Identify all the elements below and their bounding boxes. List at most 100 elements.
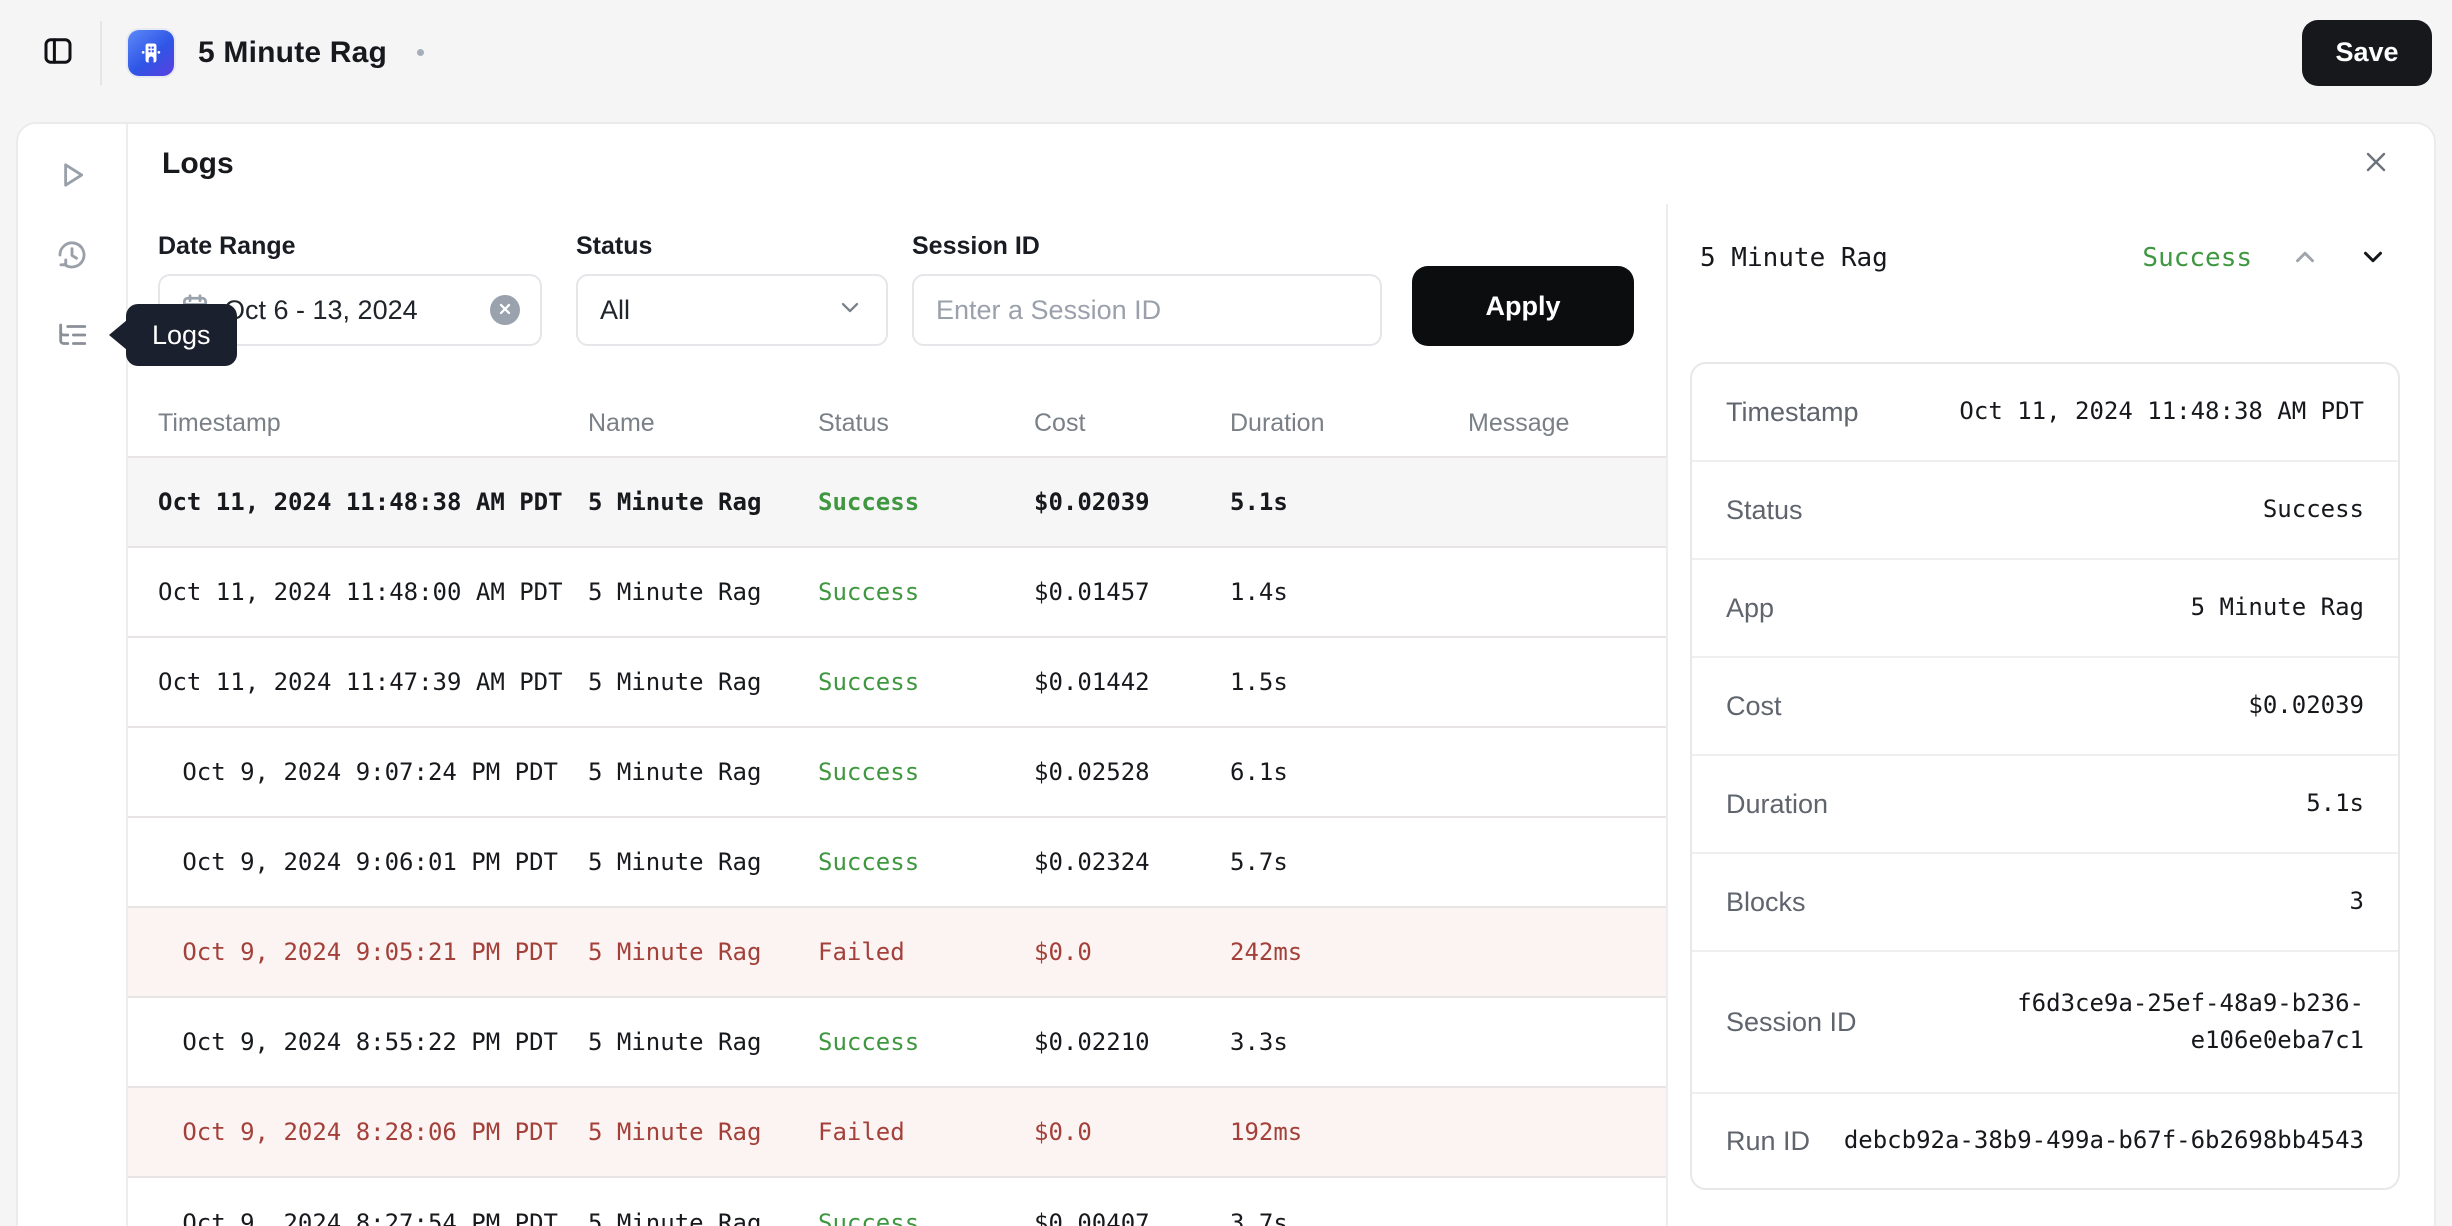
cell-cost: $0.01457 [1034,578,1150,606]
detail-row-cost: Cost $0.02039 [1692,658,2398,756]
cell-status: Success [818,848,920,876]
date-range-label: Date Range [158,232,296,260]
cell-cost: $0.01442 [1034,668,1150,696]
cell-cost: $0.00407 [1034,1209,1150,1226]
close-logs-button[interactable] [2360,146,2392,181]
detail-row-blocks: Blocks 3 [1692,854,2398,952]
topbar: 5 Minute Rag Save [0,0,2452,105]
chevron-up-icon [2290,242,2320,275]
cell-timestamp: Oct 9, 2024 9:07:24 PM PDT [182,758,558,786]
cell-duration: 5.1s [1230,488,1288,516]
cell-name: 5 Minute Rag [588,938,762,966]
table-row[interactable]: Oct 9, 2024 8:27:54 PM PDT 5 Minute Rag … [128,1178,1666,1226]
cell-duration: 3.3s [1230,1028,1288,1056]
cell-duration: 3.7s [1230,1209,1288,1226]
logs-list-pane: Date Range Oct 6 - 13, 2024 [128,204,1668,1226]
cell-timestamp: Oct 11, 2024 11:47:39 AM PDT [158,668,563,696]
cell-name: 5 Minute Rag [588,848,762,876]
table-row[interactable]: Oct 9, 2024 9:06:01 PM PDT 5 Minute Rag … [128,818,1666,908]
detail-value: f6d3ce9a-25ef-48a9-b236- e106e0eba7c1 [2017,988,2364,1054]
rail-history-button[interactable] [50,234,94,278]
cell-name: 5 Minute Rag [588,758,762,786]
detail-row-timestamp: Timestamp Oct 11, 2024 11:48:38 AM PDT [1692,364,2398,462]
cell-timestamp: Oct 11, 2024 11:48:00 AM PDT [158,578,563,606]
cell-cost: $0.02528 [1034,758,1150,786]
clear-date-button[interactable] [490,295,520,325]
status-selected-value: All [600,294,631,325]
status-select[interactable]: All [576,274,888,346]
cell-name: 5 Minute Rag [588,1028,762,1056]
cell-cost: $0.0 [1034,1118,1092,1146]
cell-cost: $0.02324 [1034,848,1150,876]
cell-timestamp: Oct 9, 2024 8:27:54 PM PDT [182,1209,558,1226]
table-row[interactable]: Oct 9, 2024 9:07:24 PM PDT 5 Minute Rag … [128,728,1666,818]
col-header-duration: Duration [1230,408,1325,437]
detail-value: Success [2262,495,2364,524]
cell-duration: 5.7s [1230,848,1288,876]
logs-panel-header: Logs [128,124,2434,204]
col-header-cost: Cost [1034,408,1086,437]
cell-status: Success [818,578,920,606]
clear-x-icon [497,301,513,320]
run-status-badge: Success [2142,243,2252,273]
status-filter: Status All [576,232,912,346]
previous-run-button[interactable] [2290,242,2320,275]
app-logo-icon [128,29,174,76]
table-row[interactable]: Oct 11, 2024 11:48:00 AM PDT 5 Minute Ra… [128,548,1666,638]
cell-name: 5 Minute Rag [588,488,762,516]
detail-row-duration: Duration 5.1s [1692,756,2398,854]
ellipsis-icon [417,49,425,56]
status-label: Status [576,232,653,260]
cell-status: Success [818,758,920,786]
cell-duration: 192ms [1230,1118,1303,1146]
table-row[interactable]: Oct 9, 2024 8:28:06 PM PDT 5 Minute Rag … [128,1088,1666,1178]
sidebar-toggle-button[interactable] [40,33,76,72]
detail-label: Timestamp [1726,396,1859,427]
rail-run-button[interactable] [50,154,94,198]
detail-row-app: App 5 Minute Rag [1692,560,2398,658]
cell-timestamp: Oct 9, 2024 9:05:21 PM PDT [182,938,558,966]
detail-value: 3 [2349,887,2364,916]
run-detail-header: 5 Minute Rag Success [1668,230,2434,286]
more-options-button[interactable] [417,49,425,56]
logs-tree-icon [55,318,89,355]
table-body: Oct 11, 2024 11:48:38 AM PDT 5 Minute Ra… [128,458,1666,1226]
history-icon [55,238,89,275]
cell-cost: $0.0 [1034,938,1092,966]
filters-bar: Date Range Oct 6 - 13, 2024 [128,204,1666,346]
cell-timestamp: Oct 9, 2024 8:28:06 PM PDT [182,1118,558,1146]
tooltip-arrow-icon [109,320,127,350]
cell-duration: 242ms [1230,938,1303,966]
next-run-button[interactable] [2358,242,2388,275]
table-row[interactable]: Oct 9, 2024 9:05:21 PM PDT 5 Minute Rag … [128,908,1666,998]
cell-cost: $0.02039 [1034,488,1150,516]
detail-label: Duration [1726,788,1829,819]
cell-name: 5 Minute Rag [588,668,762,696]
col-header-message: Message [1468,408,1570,437]
detail-value: Oct 11, 2024 11:48:38 AM PDT [1959,397,2364,426]
table-header: Timestamp Name Status Cost Duration Mess… [128,390,1666,458]
cell-timestamp: Oct 9, 2024 9:06:01 PM PDT [182,848,558,876]
cell-name: 5 Minute Rag [588,1118,762,1146]
table-row[interactable]: Oct 9, 2024 8:55:22 PM PDT 5 Minute Rag … [128,998,1666,1088]
detail-row-session-id: Session ID f6d3ce9a-25ef-48a9-b236- e106… [1692,952,2398,1094]
cell-status: Success [818,1028,920,1056]
detail-label: Session ID [1726,1006,1857,1037]
cell-name: 5 Minute Rag [588,1209,762,1226]
close-icon [2360,146,2392,181]
session-id-input[interactable] [936,294,1358,326]
col-header-timestamp: Timestamp [158,408,281,437]
chevron-down-icon [836,293,864,328]
table-row[interactable]: Oct 11, 2024 11:47:39 AM PDT 5 Minute Ra… [128,638,1666,728]
topbar-divider [100,20,102,85]
cell-status: Success [818,1209,920,1226]
rail-logs-button[interactable] [50,314,94,358]
date-range-value: Oct 6 - 13, 2024 [224,294,418,325]
apply-button[interactable]: Apply [1412,266,1634,346]
save-button[interactable]: Save [2302,19,2432,86]
logs-tooltip: Logs [109,304,237,366]
detail-label: Cost [1726,690,1782,721]
session-id-filter: Session ID [912,232,1412,346]
table-row[interactable]: Oct 11, 2024 11:48:38 AM PDT 5 Minute Ra… [128,458,1666,548]
detail-value: 5.1s [2306,789,2364,818]
